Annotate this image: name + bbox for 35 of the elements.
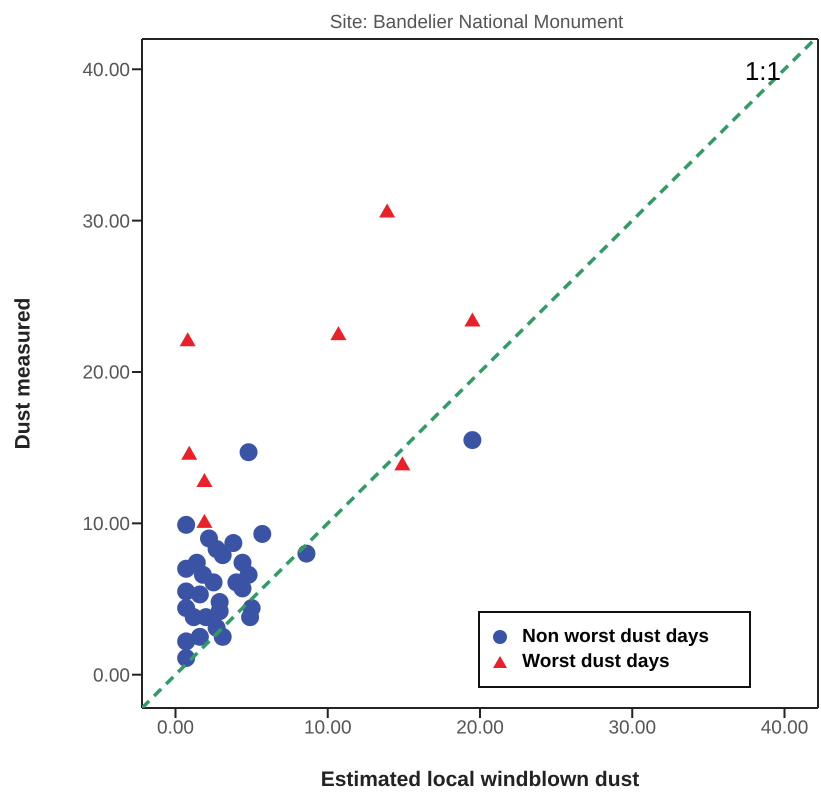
legend-label: Non worst dust days: [522, 626, 709, 648]
x-axis-title: Estimated local windblown dust: [320, 768, 640, 791]
point: [394, 456, 410, 470]
y-tick-label: 0.00: [93, 665, 130, 686]
point: [379, 204, 396, 218]
y-tick-label: 30.00: [82, 211, 130, 232]
point: [190, 628, 209, 646]
point: [180, 332, 196, 346]
point: [190, 585, 209, 604]
legend-label: Worst dust days: [522, 651, 670, 673]
x-tick-label: 40.00: [760, 717, 808, 738]
point: [463, 431, 482, 450]
point: [196, 472, 212, 487]
point: [188, 554, 206, 572]
point: [464, 312, 480, 327]
y-tick-label: 10.00: [82, 514, 130, 536]
x-tick-label: 30.00: [608, 717, 656, 738]
point: [240, 443, 258, 462]
x-tick-label: 20.00: [456, 717, 504, 738]
chart-title: Site: Bandelier National Monument: [328, 12, 624, 34]
x-tick-label: 10.00: [304, 717, 352, 738]
y-axis-title: Dust measured: [11, 298, 34, 450]
y-tick-label: 40.00: [82, 60, 130, 82]
y-tick-label: 20.00: [82, 362, 130, 384]
point: [177, 516, 196, 534]
point: [204, 573, 223, 592]
point: [208, 540, 226, 558]
point: [330, 326, 346, 340]
point: [181, 446, 198, 460]
x-tick-label: 0.00: [157, 717, 194, 738]
point: [233, 554, 252, 572]
point: [224, 534, 242, 552]
point: [196, 514, 212, 528]
annotation: 1:1: [744, 56, 781, 87]
point: [253, 524, 272, 543]
